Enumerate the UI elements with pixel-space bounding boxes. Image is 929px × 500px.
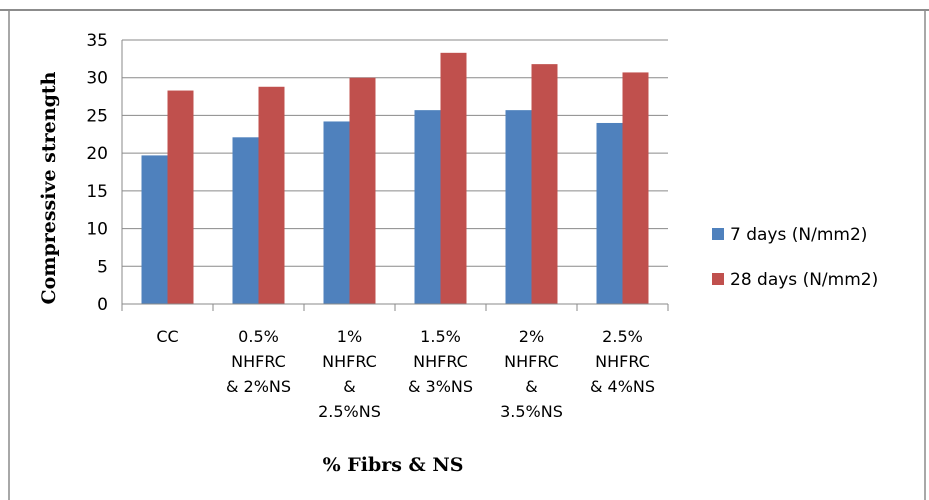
legend-swatch — [712, 228, 724, 240]
bars — [141, 52, 649, 304]
bar-series-2 — [531, 64, 558, 304]
bar-series-2 — [258, 86, 285, 304]
bar-series-2 — [622, 72, 649, 304]
bar-series-1 — [505, 110, 532, 304]
x-category-label: 2.5% NHFRC & 4%NS — [590, 327, 655, 396]
x-category-labels: CC 0.5% NHFRC & 2%NS 1% NHFRC & 2.5%NS 1.5% NHFRC… — [156, 327, 655, 421]
y-tick-label: 15 — [86, 182, 108, 202]
y-tick-label: 30 — [86, 69, 108, 89]
bar-series-1 — [323, 121, 350, 304]
bar-series-2 — [167, 90, 194, 304]
bar-series-1 — [596, 122, 623, 304]
legend-swatch — [712, 273, 724, 285]
axes — [121, 40, 669, 311]
bar-series-1 — [414, 110, 441, 304]
y-axis-title: Compressive strength — [38, 71, 60, 304]
x-category-label: 1.5% NHFRC & 3%NS — [408, 327, 473, 396]
bar-series-2 — [349, 77, 376, 304]
x-category-label: 2% NHFRC & 3.5%NS — [500, 327, 563, 421]
y-tick-label: 20 — [86, 144, 108, 164]
y-tick-label: 25 — [86, 106, 108, 126]
gridlines — [122, 39, 668, 267]
legend-label: 28 days (N/mm2) — [730, 270, 878, 290]
y-tick-label: 0 — [97, 295, 108, 315]
y-tick-label: 5 — [97, 257, 108, 277]
legend-label: 7 days (N/mm2) — [730, 225, 867, 245]
x-category-label: CC — [156, 327, 178, 346]
x-axis-title: % Fibrs & NS — [323, 454, 464, 476]
bar-series-1 — [141, 155, 168, 304]
x-category-label: 1% NHFRC & 2.5%NS — [318, 327, 381, 421]
bar-series-1 — [232, 137, 259, 304]
legend: 7 days (N/mm2) 28 days (N/mm2) — [712, 225, 878, 290]
y-tick-labels: 0 5 10 15 20 25 30 35 — [86, 31, 108, 315]
bar-series-2 — [440, 52, 467, 304]
y-tick-label: 35 — [86, 31, 108, 51]
y-tick-label: 10 — [86, 220, 108, 240]
x-category-label: 0.5% NHFRC & 2%NS — [226, 327, 291, 396]
